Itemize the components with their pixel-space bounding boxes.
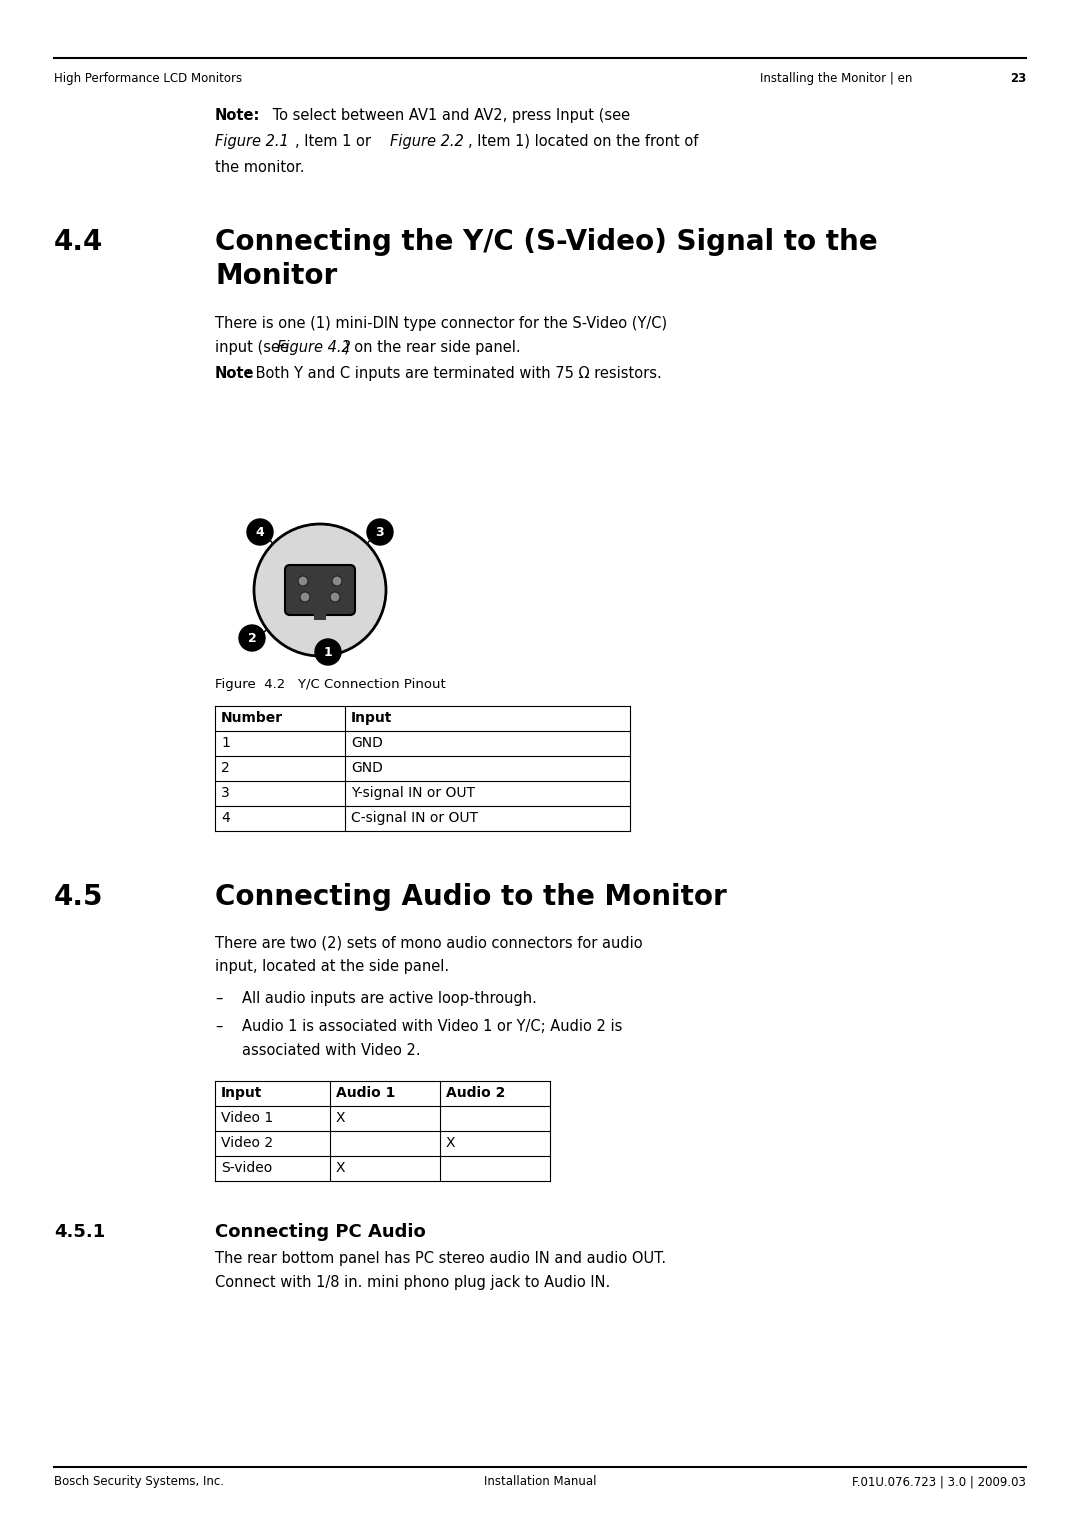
Text: Figure  4.2   Y/C Connection Pinout: Figure 4.2 Y/C Connection Pinout <box>215 677 446 691</box>
Text: Connecting PC Audio: Connecting PC Audio <box>215 1223 426 1242</box>
Text: the monitor.: the monitor. <box>215 161 305 174</box>
Text: Monitor: Monitor <box>215 261 337 291</box>
Text: Installation Manual: Installation Manual <box>484 1475 596 1488</box>
Text: Connecting the Y/C (S-Video) Signal to the: Connecting the Y/C (S-Video) Signal to t… <box>215 228 878 255</box>
Text: input (see: input (see <box>215 339 294 355</box>
Bar <box>314 609 326 619</box>
Text: ) on the rear side panel.: ) on the rear side panel. <box>345 339 521 355</box>
Text: 4: 4 <box>221 810 230 826</box>
Text: Installing the Monitor | en: Installing the Monitor | en <box>760 72 913 86</box>
Text: 2: 2 <box>247 631 256 645</box>
Text: Figure 4.2: Figure 4.2 <box>276 339 351 355</box>
Text: Video 1: Video 1 <box>221 1112 273 1125</box>
Circle shape <box>332 576 342 586</box>
Text: –: – <box>215 1018 222 1034</box>
Text: Figure 2.2: Figure 2.2 <box>390 135 463 148</box>
Text: 4.5: 4.5 <box>54 884 104 911</box>
Text: Video 2: Video 2 <box>221 1136 273 1150</box>
Circle shape <box>239 625 265 651</box>
Text: Y-signal IN or OUT: Y-signal IN or OUT <box>351 786 475 800</box>
Text: X: X <box>336 1161 346 1174</box>
Text: To select between AV1 and AV2, press Input (see: To select between AV1 and AV2, press Inp… <box>268 109 630 122</box>
Text: 3: 3 <box>376 526 384 538</box>
Text: input, located at the side panel.: input, located at the side panel. <box>215 959 449 974</box>
Text: , Item 1 or: , Item 1 or <box>295 135 376 148</box>
Circle shape <box>315 639 341 665</box>
Circle shape <box>247 518 273 544</box>
Text: , Item 1) located on the front of: , Item 1) located on the front of <box>468 135 699 148</box>
Text: 4.5.1: 4.5.1 <box>54 1223 105 1242</box>
Text: Connecting Audio to the Monitor: Connecting Audio to the Monitor <box>215 884 727 911</box>
Text: There is one (1) mini-DIN type connector for the S-Video (Y/C): There is one (1) mini-DIN type connector… <box>215 317 667 330</box>
Text: Input: Input <box>351 711 392 725</box>
Text: –: – <box>215 991 222 1006</box>
Text: Note:: Note: <box>215 109 260 122</box>
Text: 3: 3 <box>221 786 230 800</box>
Text: X: X <box>336 1112 346 1125</box>
Text: 1: 1 <box>324 645 333 659</box>
Text: Figure 2.1: Figure 2.1 <box>215 135 288 148</box>
Text: F.01U.076.723 | 3.0 | 2009.03: F.01U.076.723 | 3.0 | 2009.03 <box>852 1475 1026 1488</box>
Text: Note: Note <box>215 365 255 381</box>
Circle shape <box>367 518 393 544</box>
Text: 4.4: 4.4 <box>54 228 104 255</box>
Text: All audio inputs are active loop-through.: All audio inputs are active loop-through… <box>242 991 537 1006</box>
Text: X: X <box>446 1136 456 1150</box>
FancyBboxPatch shape <box>285 566 355 615</box>
Text: : Both Y and C inputs are terminated with 75 Ω resistors.: : Both Y and C inputs are terminated wit… <box>246 365 662 381</box>
Text: Audio 2: Audio 2 <box>446 1086 505 1099</box>
Text: GND: GND <box>351 761 383 775</box>
Circle shape <box>300 592 310 602</box>
Text: 1: 1 <box>221 735 230 751</box>
Text: There are two (2) sets of mono audio connectors for audio: There are two (2) sets of mono audio con… <box>215 936 643 950</box>
Text: Number: Number <box>221 711 283 725</box>
Circle shape <box>254 524 386 656</box>
Text: 2: 2 <box>221 761 230 775</box>
Text: Input: Input <box>221 1086 262 1099</box>
Text: Audio 1 is associated with Video 1 or Y/C; Audio 2 is: Audio 1 is associated with Video 1 or Y/… <box>242 1018 622 1034</box>
Circle shape <box>298 576 308 586</box>
Text: GND: GND <box>351 735 383 751</box>
Text: The rear bottom panel has PC stereo audio IN and audio OUT.: The rear bottom panel has PC stereo audi… <box>215 1251 666 1266</box>
Text: C-signal IN or OUT: C-signal IN or OUT <box>351 810 478 826</box>
Text: Audio 1: Audio 1 <box>336 1086 395 1099</box>
Text: Bosch Security Systems, Inc.: Bosch Security Systems, Inc. <box>54 1475 224 1488</box>
Text: 23: 23 <box>1010 72 1026 86</box>
Circle shape <box>330 592 340 602</box>
Text: High Performance LCD Monitors: High Performance LCD Monitors <box>54 72 242 86</box>
Text: Connect with 1/8 in. mini phono plug jack to Audio IN.: Connect with 1/8 in. mini phono plug jac… <box>215 1275 610 1290</box>
Text: S-video: S-video <box>221 1161 272 1174</box>
Text: 4: 4 <box>256 526 265 538</box>
Text: associated with Video 2.: associated with Video 2. <box>242 1043 420 1058</box>
